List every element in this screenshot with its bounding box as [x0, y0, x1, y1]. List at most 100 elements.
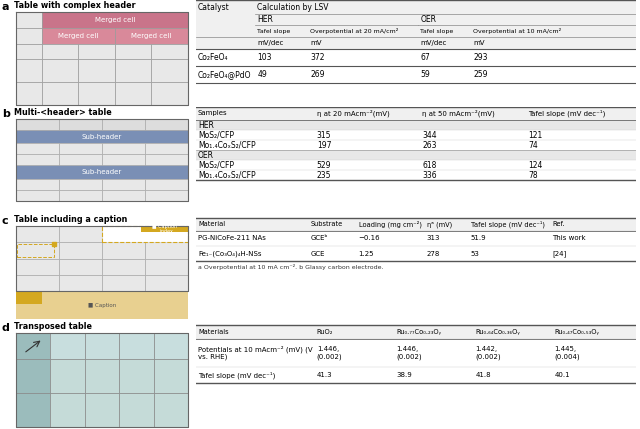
Text: Loading (mg cm⁻²): Loading (mg cm⁻²)	[358, 221, 422, 228]
Text: This work: This work	[552, 236, 586, 242]
Text: 121: 121	[528, 130, 542, 139]
Bar	[16, 275, 59, 291]
Bar	[102, 143, 145, 154]
Text: 263: 263	[422, 141, 437, 149]
Bar	[145, 242, 188, 259]
Bar	[16, 333, 51, 360]
Bar	[16, 291, 188, 319]
Text: mV: mV	[310, 40, 322, 46]
Text: 1.25: 1.25	[358, 251, 374, 257]
Bar	[102, 190, 145, 201]
Bar	[59, 275, 102, 291]
Bar	[16, 190, 59, 201]
Bar	[102, 119, 145, 130]
Text: 41.3: 41.3	[317, 372, 332, 378]
Bar	[102, 259, 145, 275]
Text: Tafel slope (mV dec⁻¹): Tafel slope (mV dec⁻¹)	[198, 371, 275, 379]
Bar	[16, 82, 42, 105]
Bar	[115, 82, 152, 105]
Bar	[196, 0, 636, 49]
Bar	[78, 60, 115, 82]
Text: 67: 67	[420, 53, 430, 62]
Text: Sub-header: Sub-header	[82, 134, 122, 140]
Bar	[196, 218, 636, 231]
Bar	[78, 44, 115, 60]
Bar	[51, 333, 84, 360]
Text: Samples: Samples	[198, 111, 228, 117]
Bar	[16, 143, 59, 154]
Text: GCE: GCE	[310, 251, 324, 257]
Text: 38.9: 38.9	[396, 372, 412, 378]
Bar	[115, 60, 152, 82]
Text: 41.8: 41.8	[475, 372, 491, 378]
Text: 336: 336	[422, 170, 437, 179]
Bar	[16, 28, 42, 44]
Text: RuO₂: RuO₂	[317, 329, 333, 335]
Bar	[196, 107, 636, 120]
Text: c: c	[2, 216, 8, 226]
Bar	[145, 119, 188, 130]
Bar	[119, 360, 154, 393]
Text: 124: 124	[528, 160, 542, 169]
Text: Tafel slope: Tafel slope	[420, 28, 454, 33]
Bar	[42, 60, 78, 82]
Bar	[16, 130, 188, 143]
Bar	[16, 12, 42, 28]
Bar	[16, 393, 51, 427]
Bar	[145, 226, 188, 242]
Text: ■ Caption: ■ Caption	[88, 302, 116, 308]
Text: Ref.: Ref.	[552, 221, 564, 227]
Bar	[102, 178, 145, 190]
Text: Merged cell: Merged cell	[58, 33, 99, 39]
Text: 197: 197	[317, 141, 332, 149]
Text: Substrate: Substrate	[310, 221, 342, 227]
Bar	[152, 60, 188, 82]
Text: Merged cell: Merged cell	[131, 33, 172, 39]
Text: Table including a caption: Table including a caption	[14, 215, 127, 224]
Text: MoS₂/CFP: MoS₂/CFP	[198, 160, 234, 169]
Bar	[102, 275, 145, 291]
Text: Mo₁.₄CoₓS₂/CFP: Mo₁.₄CoₓS₂/CFP	[198, 141, 255, 149]
Bar	[51, 393, 84, 427]
Bar	[59, 259, 102, 275]
Text: Multi-<header> table: Multi-<header> table	[14, 108, 112, 117]
Text: mV/dec: mV/dec	[420, 40, 447, 46]
Bar	[59, 143, 102, 154]
Text: Mo₁.₄CoₓS₂/CFP: Mo₁.₄CoₓS₂/CFP	[198, 170, 255, 179]
Bar	[16, 178, 59, 190]
Text: a: a	[2, 2, 10, 12]
Text: b: b	[2, 109, 10, 119]
Text: 313: 313	[427, 236, 440, 242]
Bar	[145, 259, 188, 275]
Text: 618: 618	[422, 160, 436, 169]
Text: Calculation by LSV: Calculation by LSV	[257, 3, 329, 12]
Bar	[115, 28, 188, 44]
Text: 1.446,
(0.002): 1.446, (0.002)	[317, 346, 342, 360]
Text: η at 20 mAcm⁻²(mV): η at 20 mAcm⁻²(mV)	[317, 110, 390, 117]
Bar	[16, 242, 59, 259]
Bar	[16, 60, 42, 82]
Bar	[84, 360, 119, 393]
Text: Materials: Materials	[198, 329, 228, 335]
Bar	[16, 360, 51, 393]
Text: 529: 529	[317, 160, 332, 169]
Text: η at 50 mAcm⁻²(mV): η at 50 mAcm⁻²(mV)	[422, 110, 495, 117]
Bar	[59, 226, 102, 242]
Bar	[17, 244, 54, 257]
Bar	[119, 333, 154, 360]
Bar	[154, 360, 188, 393]
Text: [24]: [24]	[552, 250, 566, 257]
Bar	[42, 44, 78, 60]
Text: Ru₀.₇₇Co₀.₂₃Oᵧ: Ru₀.₇₇Co₀.₂₃Oᵧ	[396, 329, 441, 335]
Bar	[115, 44, 152, 60]
Text: mV/dec: mV/dec	[257, 40, 284, 46]
Bar	[16, 166, 188, 178]
Bar	[84, 333, 119, 360]
Text: 59: 59	[420, 70, 430, 79]
Bar	[16, 259, 59, 275]
Text: −0.16: −0.16	[358, 236, 380, 242]
Text: Material: Material	[198, 221, 225, 227]
Text: a Overpotential at 10 mA cm⁻². b Glassy carbon electrode.: a Overpotential at 10 mA cm⁻². b Glassy …	[198, 264, 383, 270]
Text: MoS₂/CFP: MoS₂/CFP	[198, 130, 234, 139]
Text: 78: 78	[528, 170, 538, 179]
